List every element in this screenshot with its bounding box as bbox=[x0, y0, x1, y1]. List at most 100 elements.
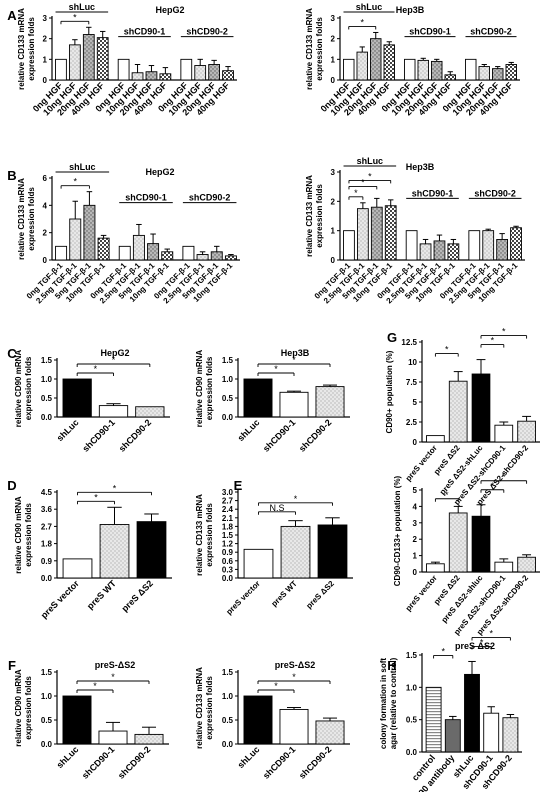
significance-label: * bbox=[294, 494, 298, 504]
bar bbox=[182, 245, 195, 261]
bar bbox=[505, 64, 517, 81]
x-tick-label: preS vector bbox=[404, 444, 439, 484]
y-axis-label: relative CD133 mRNA bbox=[195, 667, 204, 749]
y-tick-label: 2 bbox=[331, 35, 336, 44]
significance-label: * bbox=[489, 628, 493, 638]
chart-title: Hep3B bbox=[396, 5, 425, 15]
significance-label: * bbox=[94, 364, 98, 374]
y-tick-label: 2.4 bbox=[222, 505, 234, 514]
bar bbox=[83, 204, 96, 261]
bar bbox=[370, 206, 383, 261]
group-label: shLuc bbox=[356, 2, 383, 12]
y-axis-label: expression folds bbox=[205, 676, 214, 740]
bar bbox=[447, 243, 460, 261]
y-axis-label: relative CD133 mRNA bbox=[17, 8, 26, 90]
x-tick-label: preS vector bbox=[224, 579, 261, 616]
bar bbox=[194, 65, 207, 81]
panel-letter: A bbox=[7, 8, 17, 23]
y-tick-label: 2.5 bbox=[406, 418, 418, 427]
bar bbox=[478, 66, 490, 81]
chart-title: HepG2 bbox=[100, 348, 129, 358]
y-tick-label: 3.6 bbox=[41, 505, 53, 514]
y-tick-label: 1 bbox=[43, 55, 48, 64]
panel-letter: C bbox=[7, 346, 17, 361]
bar bbox=[426, 435, 445, 443]
bar bbox=[62, 558, 93, 579]
y-tick-label: 6 bbox=[43, 174, 48, 183]
bar bbox=[419, 243, 432, 261]
bar bbox=[210, 251, 223, 261]
bar bbox=[280, 525, 311, 579]
x-tick-label: preS WT bbox=[85, 578, 118, 611]
y-axis-label: relative CD133 mRNA bbox=[195, 494, 204, 576]
bar bbox=[384, 205, 397, 261]
y-tick-label: 0.0 bbox=[222, 740, 234, 749]
bar bbox=[404, 58, 416, 81]
x-tick-label: shCD90-2 bbox=[297, 744, 333, 780]
y-tick-label: 3 bbox=[331, 168, 336, 177]
y-axis-label: agar (relative to control) bbox=[389, 657, 398, 749]
y-tick-label: 1.5 bbox=[222, 531, 234, 540]
y-axis-label: relative CD133 mRNA bbox=[17, 178, 26, 260]
bar bbox=[132, 234, 145, 261]
significance-label: * bbox=[502, 472, 506, 482]
y-tick-label: 1.5 bbox=[222, 668, 234, 677]
panel-letter: B bbox=[7, 168, 16, 183]
bar bbox=[356, 208, 369, 261]
x-tick-label: preS WT bbox=[270, 579, 299, 608]
bar bbox=[243, 548, 274, 579]
x-tick-label: shCD90-1 bbox=[80, 417, 116, 453]
significance-label: * bbox=[94, 492, 98, 502]
chart-title: Hep3B bbox=[281, 348, 310, 358]
y-tick-label: 0.0 bbox=[41, 740, 53, 749]
bar bbox=[145, 71, 158, 81]
bar bbox=[468, 230, 481, 261]
panel-letter: H bbox=[387, 658, 396, 673]
significance-label: * bbox=[73, 12, 77, 22]
group-label: shLuc bbox=[69, 2, 96, 12]
y-tick-label: 1.8 bbox=[41, 540, 53, 549]
y-axis-label: expression folds bbox=[24, 676, 33, 740]
y-tick-label: 3.0 bbox=[222, 488, 234, 497]
bar bbox=[98, 730, 128, 745]
bar bbox=[147, 243, 160, 261]
x-tick-label: shCD90-1 bbox=[261, 417, 297, 453]
y-tick-label: 2.7 bbox=[41, 522, 53, 531]
y-tick-label: 0.9 bbox=[41, 557, 53, 566]
significance-label: * bbox=[113, 483, 117, 493]
chart-title: preS-ΔS2 bbox=[275, 660, 315, 670]
y-tick-label: 12.5 bbox=[401, 338, 417, 347]
bar bbox=[517, 420, 536, 443]
x-tick-label: shLuc bbox=[236, 744, 262, 770]
bar bbox=[315, 720, 345, 745]
bar bbox=[502, 717, 519, 753]
y-tick-label: 7.5 bbox=[406, 378, 418, 387]
significance-label: * bbox=[360, 17, 364, 27]
bar bbox=[317, 524, 348, 579]
bar bbox=[131, 72, 144, 81]
bar bbox=[471, 515, 491, 573]
y-tick-label: 4 bbox=[413, 502, 418, 511]
bar bbox=[426, 563, 445, 573]
y-tick-label: 3 bbox=[331, 14, 336, 23]
y-tick-label: 1.0 bbox=[406, 683, 418, 692]
y-tick-label: 5 bbox=[413, 486, 418, 495]
y-tick-label: 1 bbox=[331, 227, 336, 236]
y-axis-label: CD90-CD133+ population (%) bbox=[393, 475, 402, 586]
bar bbox=[465, 58, 477, 81]
bar bbox=[383, 44, 395, 81]
y-tick-label: 0.0 bbox=[41, 574, 53, 583]
y-axis-label: expression folds bbox=[205, 503, 214, 567]
bar bbox=[425, 686, 442, 753]
significance-label: * bbox=[111, 672, 115, 682]
y-tick-label: 1.5 bbox=[222, 356, 234, 365]
bar bbox=[471, 373, 491, 443]
bar bbox=[180, 58, 193, 81]
bar bbox=[134, 733, 164, 745]
x-tick-label: shCD90-2 bbox=[297, 417, 333, 453]
y-axis-label: colony formation in soft bbox=[379, 658, 388, 749]
y-tick-label: 4 bbox=[43, 201, 48, 210]
significance-label: * bbox=[292, 355, 296, 365]
significance-label: * bbox=[445, 490, 449, 500]
chart-title: Hep3B bbox=[406, 162, 435, 172]
